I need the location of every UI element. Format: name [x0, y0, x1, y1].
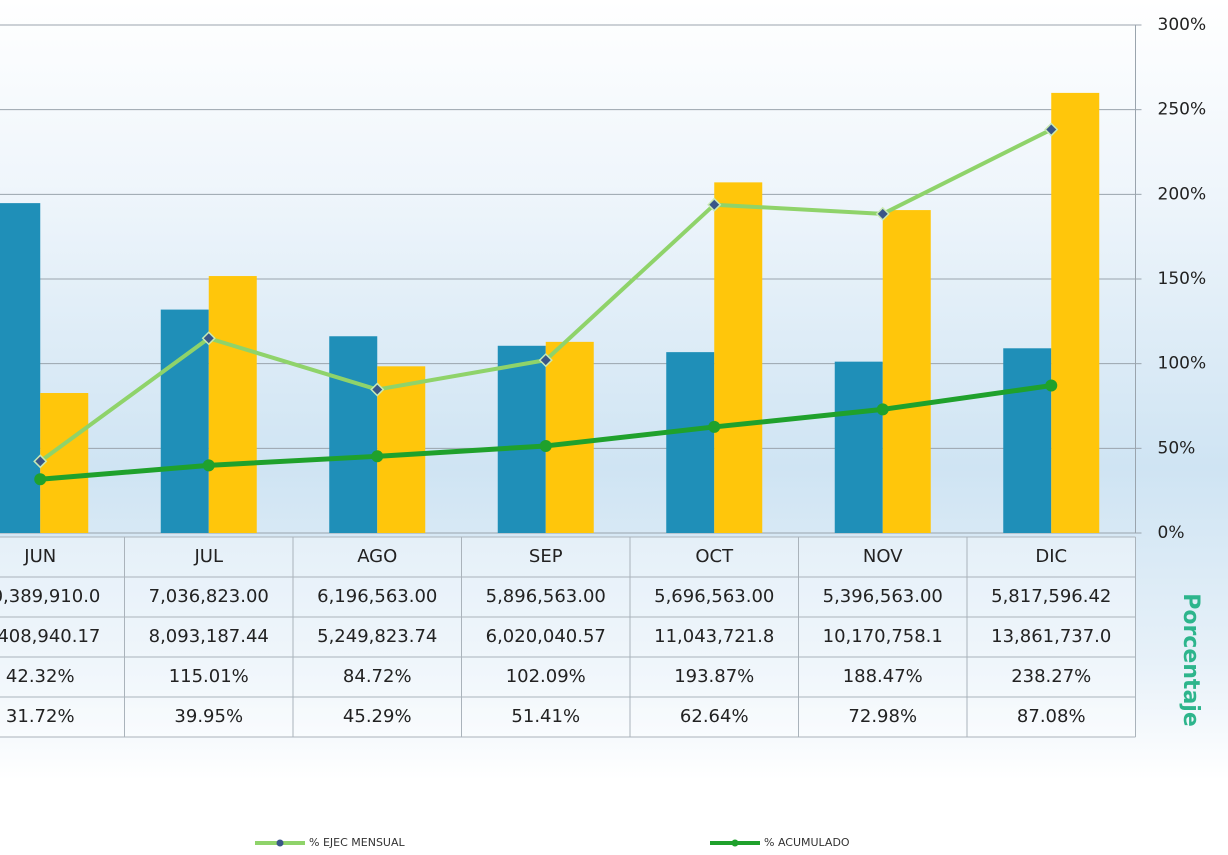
y2-tick-label: 0%: [1158, 523, 1185, 543]
table-cell: 5,396,563.00: [823, 586, 943, 607]
table-cell: 5,817,596.42: [991, 586, 1111, 607]
table-cell: 8,093,187.44: [149, 626, 269, 647]
marker: [203, 459, 215, 471]
table-cell: 45.29%: [343, 706, 412, 727]
table-cell: 6,020,040.57: [486, 626, 606, 647]
legend-swatch: [732, 840, 739, 847]
table-cell: 39.95%: [174, 706, 243, 727]
table-cell: 5,249,823.74: [317, 626, 437, 647]
table-cell: 238.27%: [1011, 666, 1091, 687]
table-cell: 7,036,823.00: [149, 586, 269, 607]
bar: [1003, 348, 1051, 533]
marker: [877, 403, 889, 415]
page: Porcentaje 0% 50% 100% 150% 200% 250% 300% JUN J…: [0, 0, 1228, 855]
table-cell: 193.87%: [674, 666, 754, 687]
y2-tick-label: 250%: [1158, 100, 1207, 120]
bar: [835, 362, 883, 533]
bar: [377, 366, 425, 533]
table-cell: 42.32%: [6, 666, 75, 687]
y2-tick-label: 300%: [1158, 15, 1207, 35]
bar: [666, 352, 714, 533]
table-cell: 4,408,940.17: [0, 626, 100, 647]
legend-label: % ACUMULADO: [764, 836, 850, 849]
y2-tick-label: 150%: [1158, 269, 1207, 289]
table-cell: 13,861,737.0: [991, 626, 1111, 647]
y2-tick-label: 100%: [1158, 354, 1207, 374]
table-cell: 6,196,563.00: [317, 586, 437, 607]
bar: [883, 210, 931, 533]
marker: [708, 421, 720, 433]
marker: [34, 473, 46, 485]
table-cell: 87.08%: [1017, 706, 1086, 727]
marker: [1045, 380, 1057, 392]
bar: [498, 346, 546, 533]
x-tick-label: DIC: [1035, 546, 1067, 567]
table-cell: 72.98%: [848, 706, 917, 727]
bar: [209, 276, 257, 533]
x-tick-label: JUN: [23, 546, 56, 567]
x-tick-label: AGO: [357, 546, 397, 567]
marker: [371, 450, 383, 462]
x-tick-label: OCT: [695, 546, 734, 567]
bar: [0, 203, 40, 533]
bar: [714, 182, 762, 533]
bar: [1051, 93, 1099, 533]
x-tick-label: SEP: [529, 546, 563, 567]
table-cell: 84.72%: [343, 666, 412, 687]
table-cell: 5,696,563.00: [654, 586, 774, 607]
table-cell: 10,170,758.1: [823, 626, 943, 647]
x-tick-label: JUL: [193, 546, 223, 567]
bar: [546, 342, 594, 533]
legend-swatch: [277, 840, 284, 847]
bar: [329, 336, 377, 533]
y2-tick-label: 50%: [1158, 438, 1196, 458]
table-cell: 31.72%: [6, 706, 75, 727]
table-cell: 10,389,910.0: [0, 586, 100, 607]
table-cell: 5,896,563.00: [486, 586, 606, 607]
table-cell: 188.47%: [843, 666, 923, 687]
table-cell: 115.01%: [169, 666, 249, 687]
table-cell: 102.09%: [506, 666, 586, 687]
legend-label: % EJEC MENSUAL: [309, 836, 405, 849]
chart: Porcentaje 0% 50% 100% 150% 200% 250% 300% JUN J…: [0, 0, 1228, 855]
table-cell: 62.64%: [680, 706, 749, 727]
table-cell: 11,043,721.8: [654, 626, 774, 647]
bar: [40, 393, 88, 533]
y2-axis-title: Porcentaje: [1178, 593, 1203, 727]
y2-tick-label: 200%: [1158, 184, 1207, 204]
table-cell: 51.41%: [511, 706, 580, 727]
x-tick-label: NOV: [863, 546, 903, 567]
marker: [540, 440, 552, 452]
